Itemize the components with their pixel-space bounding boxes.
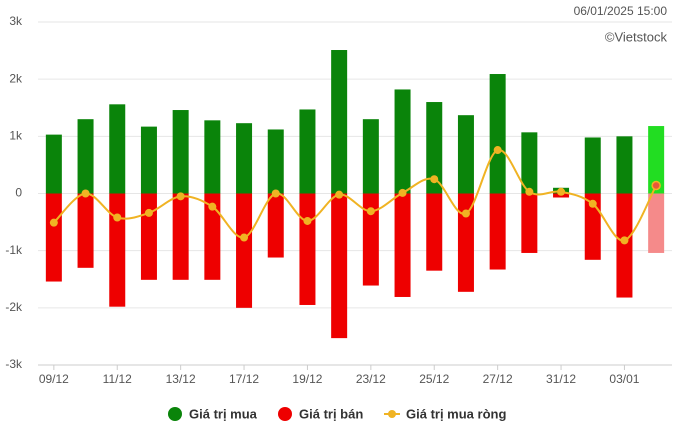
bar [331,193,348,339]
net-point [620,236,629,245]
bar [299,193,316,305]
net-point [49,218,58,227]
bar [331,50,348,194]
x-tick-label: 17/12 [229,372,259,386]
x-tick-label: 19/12 [292,372,322,386]
y-tick-label: 2k [9,71,23,85]
net-point [81,189,90,198]
x-tick-label: 11/12 [103,372,132,386]
bar [489,193,506,270]
bar [584,137,601,194]
bar [489,74,506,194]
net-point [240,233,249,242]
bar [426,102,443,194]
net-point [271,189,280,198]
x-tick-label: 25/12 [419,372,449,386]
y-tick-label: 3k [9,14,23,28]
net-point [461,209,470,218]
bar [77,193,94,268]
bar [648,126,665,194]
bar [616,136,633,194]
legend-marker [278,407,292,421]
net-point [651,180,661,191]
bar [140,126,157,194]
bar [394,193,411,297]
legend-label: Giá trị mua ròng [406,406,506,421]
bar [109,193,126,307]
bar [77,119,94,194]
net-point [335,190,344,199]
bar [236,193,253,308]
y-tick-label: -1k [5,243,23,257]
net-point [208,202,217,211]
legend-label: Giá trị mua [189,406,258,421]
bar [267,129,284,194]
legend-marker [168,407,182,421]
net-point [588,199,597,208]
net-point [176,192,185,201]
x-tick-label: 27/12 [483,372,513,386]
legend-marker [388,410,396,418]
bar [457,193,474,292]
net-point [430,175,439,184]
bar [362,193,379,286]
y-tick-label: -3k [5,357,23,371]
bar [236,123,253,194]
bar [45,134,62,194]
bar [394,89,411,194]
x-tick-label: 03/01 [609,372,639,386]
net-point [525,187,534,196]
x-tick-label: 31/12 [546,372,576,386]
bar [426,193,443,271]
bar [648,193,665,253]
bar [362,119,379,194]
bar [521,132,538,194]
bar [584,193,601,260]
y-tick-label: 0 [15,186,22,200]
bar [267,193,284,258]
net-point [144,208,153,217]
net-point [493,146,502,155]
x-tick-label: 13/12 [166,372,196,386]
net-point [303,216,312,225]
bar [299,109,316,194]
legend-label: Giá trị bán [299,406,363,421]
bar [204,193,221,280]
bar [45,193,62,282]
bar [172,110,189,194]
bar [521,193,538,253]
net-point [398,188,407,197]
bar [109,104,126,194]
bar [457,115,474,194]
bar [204,120,221,194]
x-tick-label: 09/12 [39,372,69,386]
bar [616,193,633,298]
timestamp: 06/01/2025 15:00 [574,4,668,18]
x-tick-label: 23/12 [356,372,386,386]
y-tick-label: -2k [5,300,23,314]
source: ©Vietstock [605,29,668,44]
y-tick-label: 1k [9,129,23,143]
bar [140,193,157,280]
bar [172,193,189,280]
net-point [366,207,375,216]
net-point [557,187,566,196]
net-point [113,213,122,222]
